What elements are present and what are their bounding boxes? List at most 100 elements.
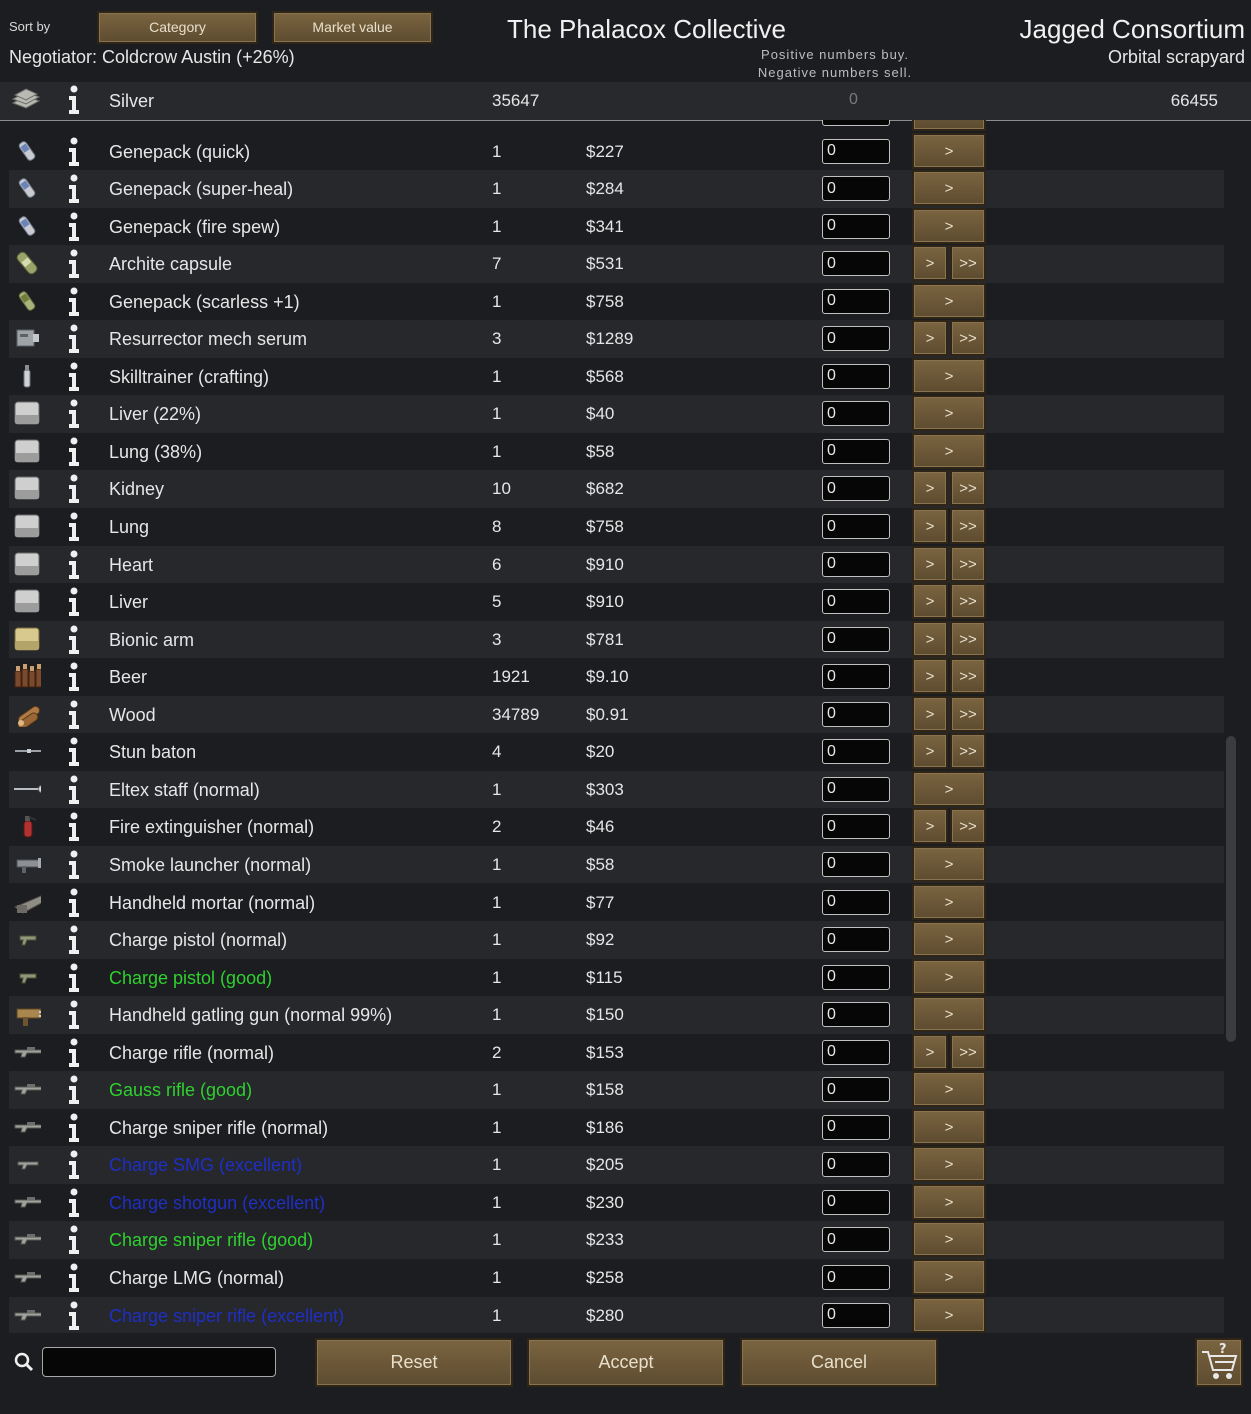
info-icon[interactable]: [65, 888, 83, 918]
transfer-right-button[interactable]: >: [912, 996, 986, 1033]
quantity-input[interactable]: [822, 927, 890, 953]
quantity-input[interactable]: [822, 1227, 890, 1253]
quantity-input[interactable]: [822, 964, 890, 990]
transfer-right-button[interactable]: >: [912, 1221, 986, 1258]
quantity-input[interactable]: [822, 120, 890, 126]
info-icon[interactable]: [65, 1263, 83, 1293]
info-icon[interactable]: [65, 850, 83, 880]
scrollbar-thumb[interactable]: [1226, 736, 1236, 1042]
transfer-right-button[interactable]: >: [912, 508, 948, 544]
quantity-input[interactable]: [822, 814, 890, 840]
quantity-input[interactable]: [822, 776, 890, 802]
info-icon[interactable]: [65, 1188, 83, 1218]
info-icon[interactable]: [65, 512, 83, 542]
quantity-input[interactable]: [822, 401, 890, 427]
cancel-button[interactable]: Cancel: [740, 1338, 938, 1387]
transfer-right-button[interactable]: >: [912, 357, 986, 394]
info-icon[interactable]: [65, 1113, 83, 1143]
quantity-input[interactable]: [822, 1002, 890, 1028]
transfer-right-button[interactable]: >: [912, 395, 986, 432]
transfer-right-button[interactable]: >: [912, 170, 986, 207]
quantity-input[interactable]: [822, 288, 890, 314]
info-icon[interactable]: [65, 249, 83, 279]
transfer-right-button[interactable]: >: [912, 658, 948, 695]
info-icon[interactable]: [65, 587, 83, 617]
quantity-input[interactable]: [822, 326, 890, 352]
quantity-input[interactable]: [822, 1114, 890, 1140]
info-icon[interactable]: [65, 474, 83, 504]
transfer-all-right-button[interactable]: >>: [950, 470, 986, 507]
transfer-right-button[interactable]: >: [912, 1146, 986, 1183]
transfer-all-right-button[interactable]: >>: [950, 245, 986, 282]
item-list[interactable]: Genepack (quick)1$227>Genepack (super-he…: [0, 120, 1224, 1333]
info-icon[interactable]: [65, 1301, 83, 1331]
transfer-right-button[interactable]: >: [912, 695, 948, 732]
transfer-right-button[interactable]: >: [912, 845, 986, 882]
transfer-right-button[interactable]: >: [912, 1071, 986, 1108]
transfer-all-right-button[interactable]: >>: [950, 620, 986, 657]
info-icon[interactable]: [65, 963, 83, 993]
quantity-input[interactable]: [822, 739, 890, 765]
transfer-right-button[interactable]: >: [912, 1033, 948, 1070]
quantity-input[interactable]: [822, 1077, 890, 1103]
transfer-right-button[interactable]: >: [912, 545, 948, 582]
transfer-right-button[interactable]: >: [912, 245, 948, 282]
transfer-right-button[interactable]: >: [912, 132, 986, 169]
transfer-all-right-button[interactable]: >>: [950, 545, 986, 582]
info-icon[interactable]: [65, 1038, 83, 1068]
transfer-right-button[interactable]: >: [912, 583, 948, 620]
quantity-input[interactable]: [822, 438, 890, 464]
transfer-all-right-button[interactable]: >>: [950, 583, 986, 620]
transfer-right-button[interactable]: >: [912, 921, 986, 958]
info-icon[interactable]: [65, 625, 83, 655]
info-icon[interactable]: [65, 775, 83, 805]
reset-button[interactable]: Reset: [315, 1338, 513, 1387]
quantity-input[interactable]: [822, 664, 890, 690]
quantity-input[interactable]: [822, 889, 890, 915]
sort-market-value-button[interactable]: Market value: [272, 11, 433, 44]
transfer-right-button[interactable]: >: [912, 320, 948, 357]
info-icon[interactable]: [65, 925, 83, 955]
transfer-right-button[interactable]: >: [912, 620, 948, 657]
info-icon[interactable]: [65, 287, 83, 317]
transfer-right-button[interactable]: >: [912, 733, 948, 770]
transfer-all-right-button[interactable]: >>: [950, 508, 986, 544]
transfer-all-right-button[interactable]: >>: [950, 1033, 986, 1070]
info-icon[interactable]: [65, 1075, 83, 1105]
info-icon[interactable]: [65, 812, 83, 842]
transfer-right-button[interactable]: >: [912, 282, 986, 319]
info-icon[interactable]: [65, 212, 83, 242]
transfer-right-button[interactable]: [912, 120, 986, 131]
transfer-right-button[interactable]: >: [912, 1108, 986, 1145]
quantity-input[interactable]: [822, 1152, 890, 1178]
info-icon[interactable]: [65, 1150, 83, 1180]
quantity-input[interactable]: [822, 138, 890, 164]
quantity-input[interactable]: [822, 551, 890, 577]
info-icon[interactable]: [65, 437, 83, 467]
quantity-input[interactable]: [822, 514, 890, 539]
quantity-input[interactable]: [822, 363, 890, 389]
quantity-input[interactable]: [822, 701, 890, 727]
sort-category-button[interactable]: Category: [97, 11, 258, 44]
info-icon[interactable]: [65, 324, 83, 354]
transfer-all-right-button[interactable]: >>: [950, 808, 986, 845]
transfer-right-button[interactable]: >: [912, 808, 948, 845]
info-icon[interactable]: [65, 362, 83, 392]
info-icon[interactable]: [65, 399, 83, 429]
search-input[interactable]: [42, 1347, 276, 1377]
info-icon[interactable]: [65, 662, 83, 692]
quantity-input[interactable]: [822, 176, 890, 202]
info-icon[interactable]: [65, 1225, 83, 1255]
transfer-right-button[interactable]: >: [912, 770, 986, 807]
transfer-right-button[interactable]: >: [912, 958, 986, 995]
quantity-input[interactable]: [822, 251, 890, 277]
info-icon[interactable]: [65, 700, 83, 730]
quantity-input[interactable]: [822, 476, 890, 502]
info-icon[interactable]: [65, 137, 83, 167]
transfer-all-right-button[interactable]: >>: [950, 320, 986, 357]
accept-button[interactable]: Accept: [527, 1338, 725, 1387]
transfer-all-right-button[interactable]: >>: [950, 695, 986, 732]
transfer-right-button[interactable]: >: [912, 207, 986, 244]
quantity-input[interactable]: [822, 851, 890, 877]
info-icon[interactable]: [65, 1000, 83, 1030]
